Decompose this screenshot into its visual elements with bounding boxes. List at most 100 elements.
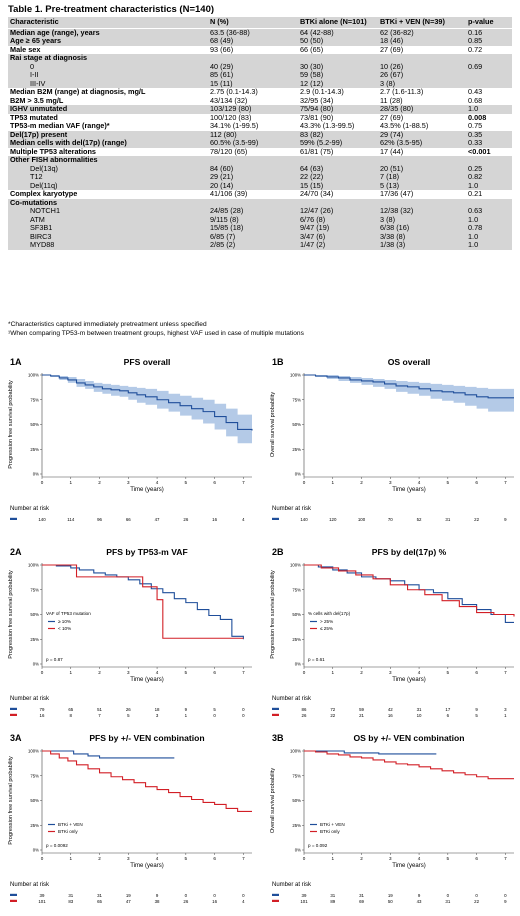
cell-ven: 3/38 (8) <box>378 232 466 242</box>
cell-n: 20 (14) <box>208 181 298 191</box>
y-tick-label: 50% <box>30 798 39 803</box>
cell-n: 100/120 (83) <box>208 113 298 123</box>
risk-value: 52 <box>417 517 422 522</box>
risk-value: 140 <box>38 517 46 522</box>
risk-value: 43 <box>417 899 422 904</box>
risk-swatch <box>10 899 17 902</box>
y-axis-label: Progression free survival probability <box>8 380 14 469</box>
cell-label: Age ≥ 65 years <box>8 37 208 46</box>
risk-value: 3 <box>156 713 159 718</box>
cell-p: 0.21 <box>466 190 512 199</box>
table-header-row: Characteristic N (%) BTKi alone (N=101) … <box>8 17 512 29</box>
risk-value: 9 <box>185 707 188 712</box>
cell-ven: 26 (67) <box>378 71 466 80</box>
panel-id: 3A <box>10 733 22 743</box>
cell-ven: 10 (26) <box>378 62 466 72</box>
risk-value: 6 <box>447 713 450 718</box>
risk-value: 0 <box>242 707 245 712</box>
risk-value: 21 <box>359 713 364 718</box>
risk-swatch <box>272 893 279 896</box>
risk-value: 17 <box>445 707 450 712</box>
cell-n: 6/85 (7) <box>208 232 298 242</box>
cell-n: 84 (60) <box>208 164 298 174</box>
cell-btki: 24/70 (34) <box>298 190 378 199</box>
risk-value: 31 <box>417 707 422 712</box>
x-axis-label: Time (years) <box>130 677 163 683</box>
cell-p: <0.001 <box>466 147 512 157</box>
risk-value: 9 <box>156 893 159 898</box>
x-axis-label: Time (years) <box>392 487 425 493</box>
x-axis-label: Time (years) <box>392 677 425 683</box>
figure-panel-1a: 1A PFS overall Progression free survival p… <box>8 357 253 522</box>
risk-value: 96 <box>97 517 102 522</box>
risk-value: 39 <box>40 893 45 898</box>
cell-p: 0.82 <box>466 173 512 182</box>
table-row: TP53 mutated 100/120 (83) 73/81 (90) 27 (69… <box>8 113 512 123</box>
cell-label: Del(11q) <box>8 181 208 191</box>
table-row: III-IV 15 (11) 12 (12) 3 (8) <box>8 79 512 89</box>
km-curve-blue <box>304 750 437 755</box>
table-row: Multiple TP53 alterations 78/120 (65) 61/8… <box>8 147 512 157</box>
cell-p: 0.008 <box>466 113 512 123</box>
risk-value: 31 <box>330 893 335 898</box>
risk-value: 0 <box>213 713 216 718</box>
risk-value: 18 <box>155 707 160 712</box>
risk-value: 0 <box>504 893 507 898</box>
cell-ven: 7 (18) <box>378 173 466 182</box>
cell-label: TP53-m median VAF (range)* <box>8 122 208 131</box>
cell-ven: 6/38 (16) <box>378 224 466 233</box>
cell-n <box>208 156 298 165</box>
panel-title: PFS by TP53-m VAF <box>106 547 188 557</box>
col-header-p: p-value <box>466 17 512 29</box>
x-tick-label: 1 <box>331 670 334 675</box>
x-tick-label: 7 <box>242 856 245 861</box>
cell-label: 0 <box>8 62 208 72</box>
cell-n: 41/106 (39) <box>208 190 298 199</box>
x-tick-label: 3 <box>389 480 392 485</box>
km-curve-overall <box>304 374 514 399</box>
y-tick-label: 0% <box>295 472 301 477</box>
x-tick-label: 3 <box>389 856 392 861</box>
risk-value: 26 <box>302 713 307 718</box>
risk-value: 31 <box>97 893 102 898</box>
cell-label: Complex karyotype <box>8 190 208 199</box>
risk-value: 100 <box>358 517 366 522</box>
cell-ven: 29 (74) <box>378 130 466 140</box>
table-row: IGHV unmutated 103/129 (80) 75/94 (80) 28/3… <box>8 105 512 114</box>
cell-p: 0.85 <box>466 37 512 46</box>
risk-value: 72 <box>330 707 335 712</box>
cell-p: 0.33 <box>466 139 512 148</box>
x-tick-label: 7 <box>504 856 507 861</box>
x-tick-label: 7 <box>242 670 245 675</box>
y-tick-label: 0% <box>33 472 39 477</box>
x-tick-label: 2 <box>98 480 101 485</box>
y-tick-label: 50% <box>292 612 301 617</box>
risk-value: 114 <box>67 517 75 522</box>
x-tick-label: 3 <box>127 856 130 861</box>
x-tick-label: 6 <box>213 856 216 861</box>
cell-ven <box>378 156 466 165</box>
x-tick-label: 1 <box>331 480 334 485</box>
cell-label: T12 <box>8 173 208 182</box>
risk-table-title: Number at risk <box>10 696 50 702</box>
x-tick-label: 4 <box>156 670 159 675</box>
y-tick-label: 75% <box>30 773 39 778</box>
y-tick-label: 100% <box>290 563 301 568</box>
cell-label: B2M > 3.5 mg/L <box>8 96 208 106</box>
table-row: BIRC3 6/85 (7) 3/47 (6) 3/38 (8) 1.0 <box>8 232 512 242</box>
cell-n: 34.1% (1-99.5) <box>208 122 298 131</box>
cell-ven: 5 (13) <box>378 181 466 191</box>
x-tick-label: 0 <box>303 856 306 861</box>
cell-ven: 3 (8) <box>378 215 466 225</box>
y-tick-label: 75% <box>30 587 39 592</box>
x-tick-label: 5 <box>185 670 188 675</box>
km-curve-red <box>304 750 514 780</box>
risk-value: 38 <box>155 899 160 904</box>
risk-swatch <box>10 893 17 896</box>
panel-title: OS overall <box>388 357 431 367</box>
km-curve-red <box>304 564 515 617</box>
cell-btki: 64 (63) <box>298 164 378 174</box>
y-tick-label: 25% <box>292 637 301 642</box>
x-tick-label: 0 <box>41 670 44 675</box>
risk-value: 22 <box>474 899 479 904</box>
